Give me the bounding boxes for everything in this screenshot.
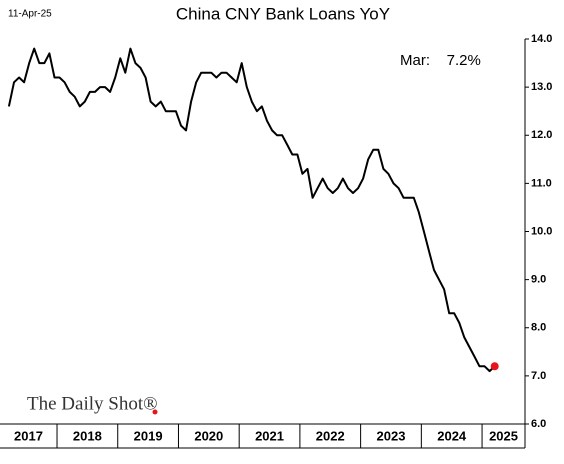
x-tick-label: 2017 bbox=[14, 428, 43, 443]
x-tick-label: 2025 bbox=[489, 428, 518, 443]
x-tick-label: 2024 bbox=[437, 428, 467, 443]
line bbox=[7, 47, 496, 373]
x-tick-label: 2019 bbox=[134, 428, 163, 443]
date-stamp: 11-Apr-25 bbox=[8, 9, 52, 20]
y-tick-label: 13.0 bbox=[531, 81, 552, 93]
y-tick-label: 11.0 bbox=[531, 177, 552, 189]
x-tick-label: 2021 bbox=[255, 428, 284, 443]
chart-title: China CNY Bank Loans YoY bbox=[176, 4, 390, 23]
y-tick-label: 6.0 bbox=[531, 418, 546, 430]
y-tick-label: 12.0 bbox=[531, 129, 552, 141]
y-tick-label: 8.0 bbox=[531, 322, 546, 334]
y-tick-label: 14.0 bbox=[531, 33, 552, 45]
y-tick-label: 10.0 bbox=[531, 225, 552, 237]
watermark: The Daily Shot® bbox=[27, 393, 158, 414]
annotation: Mar: 7.2% bbox=[400, 52, 481, 69]
y-tick-label: 7.0 bbox=[531, 370, 546, 382]
x-tick-label: 2022 bbox=[316, 428, 345, 443]
x-tick-label: 2023 bbox=[377, 428, 406, 443]
x-tick-label: 2018 bbox=[73, 428, 102, 443]
last-point bbox=[490, 362, 499, 371]
y-tick-label: 9.0 bbox=[531, 274, 546, 286]
x-tick-label: 2020 bbox=[194, 428, 223, 443]
watermark-dot bbox=[152, 409, 158, 415]
